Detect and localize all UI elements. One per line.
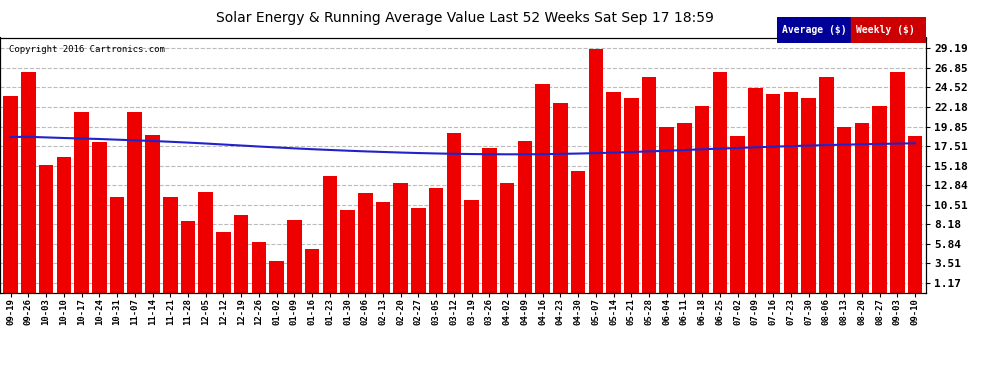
Bar xyxy=(518,141,533,292)
Bar xyxy=(393,183,408,292)
Bar xyxy=(731,136,744,292)
Bar xyxy=(819,76,834,292)
Bar xyxy=(39,165,53,292)
Bar xyxy=(872,106,887,292)
Bar xyxy=(128,112,142,292)
Bar xyxy=(500,183,515,292)
Bar xyxy=(305,249,320,292)
Bar xyxy=(181,221,195,292)
Bar xyxy=(198,192,213,292)
Bar xyxy=(21,72,36,292)
Bar xyxy=(74,112,89,292)
Bar xyxy=(234,215,248,292)
Bar xyxy=(642,76,656,292)
Bar xyxy=(163,197,177,292)
Bar xyxy=(56,158,71,292)
Bar xyxy=(323,176,338,292)
Text: Weekly ($): Weekly ($) xyxy=(855,25,915,35)
Bar xyxy=(659,128,674,292)
Bar xyxy=(553,103,567,292)
Bar xyxy=(766,93,780,292)
Bar xyxy=(748,88,762,292)
Bar xyxy=(110,197,125,292)
Bar xyxy=(341,210,354,292)
Bar xyxy=(411,208,426,292)
Text: Average ($): Average ($) xyxy=(782,25,846,35)
Bar xyxy=(677,123,692,292)
Bar xyxy=(376,202,390,292)
Bar xyxy=(482,148,497,292)
Bar xyxy=(92,142,107,292)
Bar xyxy=(146,135,159,292)
Bar xyxy=(784,92,798,292)
Bar xyxy=(606,92,621,292)
Text: Copyright 2016 Cartronics.com: Copyright 2016 Cartronics.com xyxy=(9,45,165,54)
Text: Solar Energy & Running Average Value Last 52 Weeks Sat Sep 17 18:59: Solar Energy & Running Average Value Las… xyxy=(217,11,714,25)
Bar xyxy=(908,136,923,292)
Bar xyxy=(446,133,461,292)
Bar xyxy=(695,106,710,292)
Bar xyxy=(287,220,302,292)
Bar xyxy=(251,242,266,292)
Bar xyxy=(216,232,231,292)
Bar xyxy=(854,123,869,292)
Bar xyxy=(777,17,851,43)
Bar xyxy=(3,96,18,292)
Bar xyxy=(429,188,444,292)
Bar xyxy=(713,72,728,292)
Bar xyxy=(269,261,284,292)
Bar xyxy=(890,72,905,292)
Bar xyxy=(464,200,479,292)
Bar xyxy=(624,98,639,292)
Bar xyxy=(851,17,926,43)
Bar xyxy=(588,49,603,292)
Bar xyxy=(358,193,372,292)
Bar xyxy=(801,98,816,292)
Bar xyxy=(536,84,549,292)
Bar xyxy=(837,128,851,292)
Bar xyxy=(571,171,585,292)
